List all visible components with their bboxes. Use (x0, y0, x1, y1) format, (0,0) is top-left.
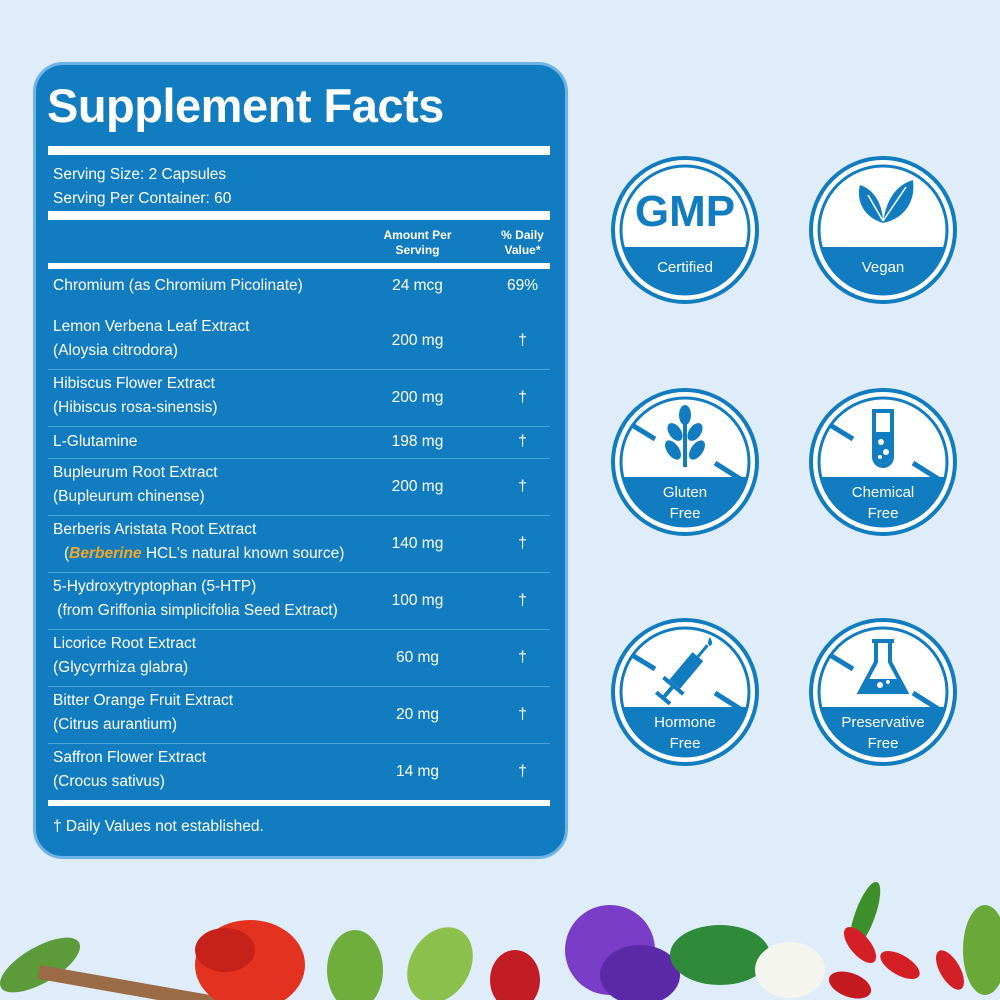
ingredient-latin-name: (Glycyrrhiza glabra) (53, 659, 189, 676)
page-title: Supplement Facts (47, 79, 444, 132)
row-divider (48, 515, 550, 516)
ingredient-latin-name: (from Griffonia simplicifolia Seed Extra… (53, 602, 338, 619)
amount-per-serving: 24 mcg (392, 277, 443, 294)
daily-value: † (518, 705, 527, 723)
ingredient-name: Saffron Flower Extract (53, 749, 207, 766)
ingredient-name: Licorice Root Extract (53, 635, 196, 652)
daily-value: † (518, 388, 527, 406)
ingredient-name: Hibiscus Flower Extract (53, 375, 215, 392)
footnote: † Daily Values not established. (53, 818, 264, 835)
amount-per-serving: 200 mg (391, 477, 444, 495)
amount-per-serving: 100 mg (391, 591, 444, 609)
dv-header-line2: Value* (504, 243, 541, 257)
badge-preservative: Preservative Free (808, 617, 958, 767)
badge-label: Preservative (841, 714, 925, 731)
wheat-icon (665, 405, 705, 467)
ingredient-name: Bupleurum Root Extract (53, 464, 218, 481)
row-divider (48, 426, 550, 427)
badge-label: Free (867, 735, 899, 752)
flask-icon (856, 639, 910, 694)
row-divider (48, 369, 550, 370)
badge-label: Gluten (662, 484, 708, 501)
daily-value: † (518, 534, 527, 552)
badge-label: Certified (657, 259, 713, 276)
botanicals-illustration (0, 881, 1000, 1000)
ingredient-name: Bitter Orange Fruit Extract (53, 692, 234, 709)
row-divider (48, 458, 550, 459)
amount-per-serving: 198 mg (391, 433, 444, 450)
daily-value: † (518, 477, 527, 495)
source-text: ( (64, 545, 70, 562)
divider (48, 263, 550, 269)
ingredient-latin-name: (Citrus aurantium) (53, 716, 178, 733)
ingredient-name: Berberis Aristata Root Extract (53, 521, 257, 538)
badge-label: GMP (634, 187, 736, 236)
daily-value: † (518, 331, 527, 349)
daily-value: 69% (506, 277, 539, 294)
ingredient-latin-name: (Bupleurum chinense) (53, 488, 205, 505)
ingredient-name: Chromium (as Chromium Picolinate) (53, 277, 303, 294)
dv-header: % Daily Value* (490, 228, 555, 258)
dv-header-line1: % Daily (501, 228, 544, 242)
row-divider (48, 572, 550, 573)
syringe-icon (654, 637, 712, 706)
row-divider (48, 686, 550, 687)
test-tube-icon (872, 409, 894, 468)
badge-hormone: Hormone Free (610, 617, 760, 767)
amount-per-serving: 200 mg (391, 331, 444, 349)
amount-header-line2: Serving (395, 243, 440, 257)
servings-per-container: Serving Per Container: 60 (53, 190, 232, 207)
amount-header: Amount Per Serving (370, 228, 465, 258)
supplement-facts-panel (33, 62, 568, 859)
badge-vegan: Vegan (808, 155, 958, 305)
amount-header-line1: Amount Per (383, 228, 452, 242)
badge-label: Free (669, 505, 701, 522)
ingredient-name: L-Glutamine (53, 433, 138, 450)
ingredient-name: Lemon Verbena Leaf Extract (53, 318, 250, 335)
highlight-text: Berberine (69, 545, 142, 562)
ingredient-name: 5-Hydroxytryptophan (5-HTP) (53, 578, 257, 595)
amount-per-serving: 140 mg (391, 534, 444, 552)
ingredient-latin-name: (Hibiscus rosa-sinensis) (53, 399, 218, 416)
daily-value: † (518, 648, 527, 666)
leaves-icon (858, 180, 914, 223)
divider (48, 146, 550, 155)
ingredient-source: (Berberine HCL's natural known source) (64, 545, 344, 563)
badge-label: Free (669, 735, 701, 752)
amount-per-serving: 14 mg (395, 762, 440, 780)
badge-chemical: Chemical Free (808, 387, 958, 537)
ingredient-latin-name: (Crocus sativus) (53, 773, 165, 790)
badge-label: Free (867, 505, 899, 522)
ingredient-latin-name: (Aloysia citrodora) (53, 342, 178, 359)
serving-size: Serving Size: 2 Capsules (53, 166, 227, 183)
daily-value: † (518, 591, 527, 609)
row-divider (48, 743, 550, 744)
divider (48, 211, 550, 220)
divider (48, 800, 550, 806)
badge-label: Hormone (654, 714, 716, 731)
source-text: HCL's natural known source) (141, 545, 345, 562)
daily-value: † (518, 762, 527, 780)
amount-per-serving: 200 mg (391, 388, 444, 406)
badge-gluten: Gluten Free (610, 387, 760, 537)
row-divider (48, 629, 550, 630)
amount-per-serving: 20 mg (395, 705, 440, 723)
daily-value: † (518, 433, 527, 450)
badge-certified: GMP Certified (610, 155, 760, 305)
amount-per-serving: 60 mg (395, 648, 440, 666)
badge-label: Vegan (861, 259, 905, 276)
badge-label: Chemical (851, 484, 915, 501)
